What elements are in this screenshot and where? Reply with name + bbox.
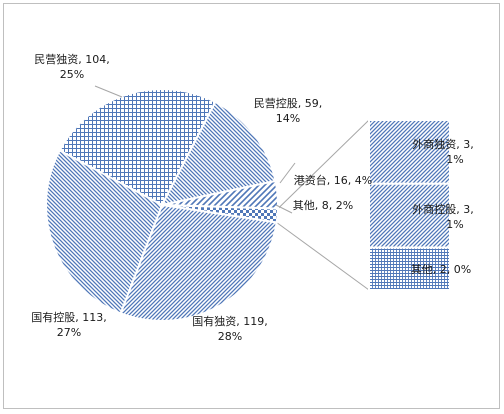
leader-line — [94, 85, 123, 98]
pie-slice-e59bbde69c89e78bace8b584 — [119, 203, 278, 322]
breakout-label-e585b6e4bb96: 其他, 2, 0% — [411, 263, 471, 276]
breakout-connectors — [276, 119, 370, 291]
breakout-label-pct-e5a496e59586e68ea7e882a1: 1% — [446, 218, 463, 231]
leader-lines — [94, 85, 296, 214]
leader-line — [275, 204, 293, 214]
data-label-pct-e6b091e890a5e78bace8b584: 25% — [60, 68, 84, 81]
pie-slice-e59bbde69c89e68ea7e882a1 — [45, 149, 164, 315]
data-label-e6b8afe8b584e58fb0: 港资台, 16, 4% — [294, 173, 372, 187]
data-label-e6b091e890a5e68ea7e882a1: 民营控股, 59, — [254, 96, 323, 110]
data-label-e6b091e890a5e78bace8b584: 民营独资, 104, — [34, 52, 110, 66]
data-label-pct-e59bbde69c89e78bace8b584: 28% — [218, 330, 242, 343]
connector-line-bottom — [276, 222, 370, 291]
breakout-label-pct-e5a496e59586e78bace8b584: 1% — [446, 153, 463, 166]
pie-slice-e6b091e890a5e68ea7e882a1 — [160, 100, 277, 207]
pie-slices — [45, 88, 279, 322]
breakout-label-e5a496e59586e68ea7e882a1: 外商控股, 3, — [412, 202, 474, 216]
data-label-e59bbde69c89e78bace8b584: 国有独资, 119, — [192, 314, 268, 328]
breakout-segment-e5a496e59586e68ea7e882a1 — [368, 182, 451, 249]
breakout-segment-e5a496e59586e78bace8b584 — [368, 119, 451, 185]
data-label-e59bbde69c89e68ea7e882a1: 国有控股, 113, — [31, 310, 107, 324]
connector-line-top — [277, 119, 370, 209]
data-labels: 民营独资, 104, 25% 民营控股, 59, 14% 港资台, 16, 4% 其他, … — [31, 52, 474, 343]
breakout-label-e5a496e59586e78bace8b584: 外商独资, 3, — [412, 137, 474, 151]
data-label-pct-e6b091e890a5e68ea7e882a1: 14% — [276, 112, 300, 125]
breakout-bar — [368, 119, 451, 291]
leader-line — [279, 162, 296, 184]
data-label-pct-e59bbde69c89e68ea7e882a1: 27% — [57, 326, 81, 339]
breakout-segment-e585b6e4bb96 — [368, 246, 451, 291]
data-label-e585b6e4bb96: 其他, 8, 2% — [293, 199, 353, 212]
